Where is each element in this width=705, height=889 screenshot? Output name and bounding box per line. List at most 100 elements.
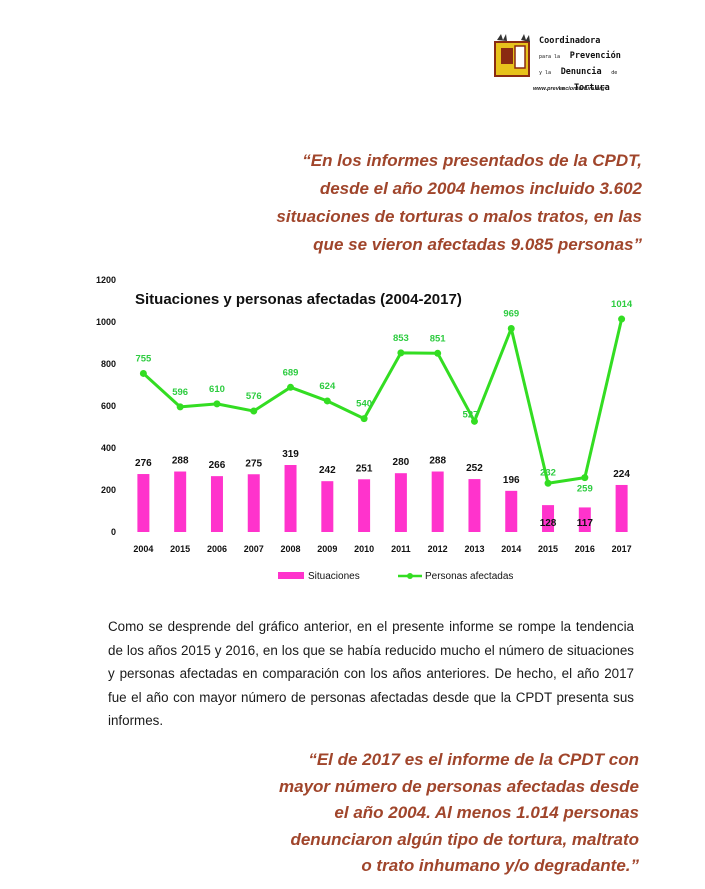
y-tick-label: 400	[101, 443, 116, 453]
bar-data-label: 280	[393, 457, 410, 468]
point-personas-afectadas	[360, 415, 368, 423]
x-tick-label: 2006	[207, 544, 227, 554]
y-tick-label: 0	[111, 527, 116, 537]
x-tick-label: 2010	[354, 544, 374, 554]
body-paragraph: Como se desprende del gráfico anterior, …	[108, 619, 634, 728]
line-data-label: 689	[283, 367, 299, 378]
logo-emblem-icon	[494, 34, 530, 77]
y-tick-label: 1000	[96, 317, 116, 327]
quote-bottom-line: mayor número de personas afectadas desde	[279, 776, 639, 796]
bar-situaciones	[321, 481, 334, 532]
point-personas-afectadas	[581, 474, 589, 482]
bar-situaciones	[210, 476, 223, 532]
x-tick-label: 2014	[501, 544, 521, 554]
quote-top-line: que se vieron afectadas 9.085 personas”	[313, 235, 642, 254]
logo-line2-prefix: para la	[539, 54, 561, 60]
line-personas-afectadas	[142, 318, 624, 485]
x-tick-label: 2009	[317, 544, 337, 554]
bar-situaciones	[542, 505, 555, 532]
bar-situaciones	[431, 471, 444, 532]
bar-situaciones	[247, 474, 260, 532]
bar-data-label: 266	[209, 460, 226, 471]
bar-data-label: 288	[429, 456, 446, 467]
quote-top-line: situaciones de torturas o malos tratos, …	[276, 207, 642, 226]
bar-data-label: 252	[466, 463, 483, 474]
logo-line3-prefix: y la	[539, 70, 552, 76]
bar-data-label: 117	[577, 518, 594, 529]
line-data-label: 624	[319, 381, 336, 392]
bar-data-label: 276	[135, 458, 152, 469]
logo-text: Coordinadora para la Prevención y la Den…	[539, 32, 621, 95]
bar-data-label: 288	[172, 456, 189, 467]
bar-data-label: 275	[245, 458, 262, 469]
x-tick-label: 2007	[244, 544, 264, 554]
x-tick-label: 2013	[464, 544, 484, 554]
line-data-label: 969	[503, 309, 519, 320]
bar-situaciones	[358, 479, 371, 532]
legend-marker-personas	[407, 573, 413, 579]
x-tick-label: 2012	[428, 544, 448, 554]
line-data-label: 527	[463, 409, 479, 420]
bar-situaciones	[137, 474, 150, 532]
point-personas-afectadas	[323, 397, 331, 405]
bar-situaciones	[468, 479, 481, 532]
quote-bottom-line: denunciaron algún tipo de tortura, maltr…	[290, 829, 639, 849]
quote-top-line: desde el año 2004 hemos incluido 3.602	[319, 179, 642, 198]
chart-svg: Situaciones y personas afectadas (2004-2…	[96, 275, 633, 582]
logo-url: www.prevenciontortura.org	[533, 86, 605, 92]
point-personas-afectadas	[139, 369, 147, 377]
bar-data-label: 224	[613, 469, 630, 480]
legend-label-situaciones: Situaciones	[308, 571, 360, 582]
logo-line3-suffix: de	[611, 70, 618, 76]
line-data-label: 232	[540, 467, 556, 478]
point-personas-afectadas	[618, 315, 626, 323]
x-tick-label: 2017	[612, 544, 632, 554]
bar-data-label: 128	[540, 518, 557, 529]
y-tick-label: 1200	[96, 275, 116, 285]
bar-situaciones	[578, 507, 591, 532]
line-data-label: 851	[430, 333, 447, 344]
line-data-label: 576	[246, 391, 262, 402]
point-personas-afectadas	[507, 325, 515, 333]
quote-top-line: “En los informes presentados de la CPDT,	[302, 151, 642, 170]
bar-situaciones	[284, 465, 297, 532]
line-data-label: 259	[577, 484, 593, 495]
bar-data-label: 242	[319, 465, 336, 476]
chart-container: Situaciones y personas afectadas (2004-2…	[80, 266, 660, 596]
x-tick-label: 2004	[133, 544, 153, 554]
logo-line2: Prevención	[569, 51, 621, 61]
point-personas-afectadas	[287, 383, 295, 391]
y-tick-label: 600	[101, 401, 116, 411]
logo-line4-prefix: la	[558, 86, 565, 92]
line-data-label: 1014	[611, 299, 633, 310]
bar-data-label: 319	[282, 449, 299, 460]
quote-bottom-line: “El de 2017 es el informe de la CPDT con	[308, 750, 639, 769]
x-tick-label: 2016	[575, 544, 595, 554]
chart-title: Situaciones y personas afectadas (2004-2…	[135, 291, 462, 308]
quote-top: “En los informes presentados de la CPDT,…	[230, 147, 642, 259]
logo-line4: Tortura	[573, 83, 610, 93]
quote-bottom: “El de 2017 es el informe de la CPDT con…	[250, 747, 639, 880]
organization-logo: Coordinadora para la Prevención y la Den…	[493, 32, 643, 100]
x-tick-label: 2008	[281, 544, 301, 554]
x-tick-label: 2015	[170, 544, 190, 554]
point-personas-afectadas	[470, 417, 478, 425]
logo-line3: Denuncia	[560, 67, 602, 77]
quote-bottom-line: o trato inhumano y/o degradante.”	[361, 856, 639, 875]
line-data-label: 610	[209, 384, 225, 395]
logo-line1: Coordinadora	[539, 36, 601, 46]
point-personas-afectadas	[544, 479, 552, 487]
line-data-label: 853	[393, 333, 409, 344]
bar-data-label: 196	[503, 475, 520, 486]
line-data-label: 755	[135, 353, 152, 364]
bar-situaciones	[615, 484, 628, 532]
y-tick-label: 200	[101, 485, 116, 495]
point-personas-afectadas	[434, 349, 442, 357]
legend-swatch-situaciones	[278, 572, 304, 579]
point-personas-afectadas	[213, 400, 221, 408]
bar-situaciones	[174, 471, 187, 532]
point-personas-afectadas	[250, 407, 258, 415]
line-data-label: 596	[172, 387, 188, 398]
quote-bottom-line: el año 2004. Al menos 1.014 personas	[334, 803, 639, 822]
x-tick-label: 2011	[391, 544, 411, 554]
